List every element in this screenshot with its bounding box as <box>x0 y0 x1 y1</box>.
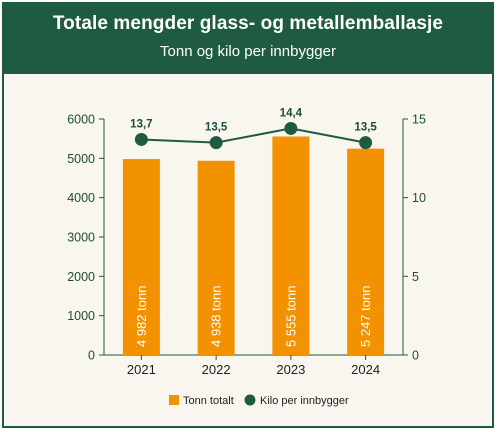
right-tick-label: 0 <box>412 349 419 363</box>
right-tick-label: 15 <box>412 113 426 127</box>
chart-frame: Totale mengder glass- og metallemballasj… <box>2 2 494 428</box>
right-tick-label: 5 <box>412 270 419 284</box>
bar-2024 <box>347 148 385 355</box>
chart-subtitle: Tonn og kilo per innbygger <box>160 43 336 60</box>
right-tick-label: 10 <box>412 191 426 205</box>
legend-bar-swatch <box>169 395 179 405</box>
left-tick-label: 2000 <box>67 270 95 284</box>
left-tick-label: 4000 <box>67 191 95 205</box>
legend-line-marker <box>244 394 256 406</box>
bar-value-label: 4 938 tonn <box>209 286 224 347</box>
x-tick-label: 2024 <box>351 362 380 377</box>
left-tick-label: 3000 <box>67 231 95 245</box>
legend-bar-label: Tonn totalt <box>183 395 234 407</box>
chart-header: Totale mengder glass- og metallemballasj… <box>4 4 492 74</box>
bar-2023 <box>272 136 310 355</box>
bar-value-label: 5 247 tonn <box>358 286 373 347</box>
chart-plot: 0 1000 2000 3000 4000 5000 6000 0 5 10 15 4 982 ton… <box>67 107 426 407</box>
line-point-2021 <box>134 132 148 146</box>
bar-2021 <box>122 159 160 355</box>
x-tick-label: 2021 <box>127 362 156 377</box>
bar-value-label: 5 555 tonn <box>283 286 298 347</box>
left-tick-label: 1000 <box>67 309 95 323</box>
left-tick-label: 0 <box>88 349 95 363</box>
x-tick-label: 2023 <box>276 362 305 377</box>
line-point-2022 <box>209 136 223 150</box>
left-tick-label: 6000 <box>67 113 95 127</box>
line-point-2024 <box>359 136 373 150</box>
legend-line-label: Kilo per innbygger <box>260 395 349 407</box>
line-value-label: 13,5 <box>354 122 377 134</box>
line-value-label: 13,5 <box>205 122 228 134</box>
chart-title: Totale mengder glass- og metallemballasj… <box>52 13 444 34</box>
kilo-per-innbygger-line <box>141 127 366 144</box>
bar-value-label: 4 982 tonn <box>134 286 149 347</box>
line-value-label: 14,4 <box>280 107 303 119</box>
bar-2022 <box>197 160 235 355</box>
line-point-2023 <box>284 121 298 135</box>
line-value-label: 13,7 <box>130 118 152 130</box>
x-tick-label: 2022 <box>202 362 231 377</box>
left-tick-label: 5000 <box>67 152 95 166</box>
